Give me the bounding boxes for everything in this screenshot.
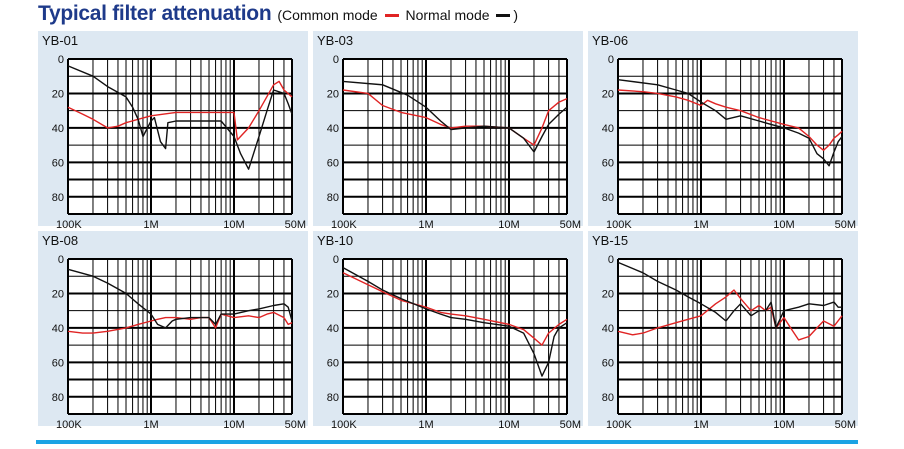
y-tick-label: 20 — [52, 288, 64, 300]
chart-grid: YB-01 0 20 40 60 80 100K 1M 10M 50M YB-03 0 20 40 60 80… — [0, 0, 904, 449]
y-tick-label: 0 — [58, 54, 64, 66]
y-tick-label: 40 — [327, 123, 339, 135]
x-tick-label: 100K — [56, 419, 82, 431]
x-tick-label: 100K — [331, 419, 357, 431]
y-tick-label: 80 — [52, 192, 64, 204]
y-tick-label: 40 — [327, 323, 339, 335]
x-tick-label: 50M — [560, 219, 581, 231]
x-tick-label: 100K — [331, 219, 357, 231]
panel-title: YB-10 — [317, 233, 353, 248]
x-tick-label: 1M — [418, 219, 433, 231]
y-tick-label: 60 — [602, 157, 614, 169]
x-tick-label: 10M — [498, 219, 519, 231]
panel-title: YB-15 — [592, 233, 628, 248]
chart-panel-yb-10: YB-10 0 20 40 60 80 100K 1M 10M 50M — [313, 231, 583, 431]
chart-panel-yb-03: YB-03 0 20 40 60 80 100K 1M 10M 50M — [313, 31, 583, 231]
y-tick-label: 60 — [52, 157, 64, 169]
x-tick-label: 1M — [693, 219, 708, 231]
y-tick-label: 0 — [333, 254, 339, 266]
y-tick-label: 20 — [602, 288, 614, 300]
x-tick-label: 10M — [223, 419, 244, 431]
y-tick-label: 20 — [327, 88, 339, 100]
x-tick-label: 1M — [143, 219, 158, 231]
x-tick-label: 50M — [560, 419, 581, 431]
chart-panel-yb-01: YB-01 0 20 40 60 80 100K 1M 10M 50M — [38, 31, 308, 231]
y-tick-label: 80 — [327, 192, 339, 204]
bottom-rule — [36, 440, 858, 444]
y-tick-label: 0 — [333, 54, 339, 66]
x-tick-label: 50M — [835, 419, 856, 431]
y-tick-label: 20 — [602, 88, 614, 100]
panel-title: YB-01 — [42, 33, 78, 48]
y-tick-label: 80 — [52, 392, 64, 404]
y-tick-label: 0 — [608, 254, 614, 266]
y-tick-label: 60 — [52, 357, 64, 369]
y-tick-label: 60 — [327, 357, 339, 369]
x-tick-label: 10M — [498, 419, 519, 431]
y-tick-label: 20 — [52, 88, 64, 100]
y-tick-label: 80 — [602, 392, 614, 404]
y-tick-label: 40 — [52, 123, 64, 135]
x-tick-label: 100K — [606, 219, 632, 231]
y-tick-label: 0 — [608, 54, 614, 66]
y-tick-label: 20 — [327, 288, 339, 300]
y-tick-label: 80 — [327, 392, 339, 404]
x-tick-label: 50M — [835, 219, 856, 231]
y-tick-label: 40 — [602, 323, 614, 335]
panel-title: YB-06 — [592, 33, 628, 48]
plot-area — [343, 59, 567, 214]
chart-panel-yb-08: YB-08 0 20 40 60 80 100K 1M 10M 50M — [38, 231, 308, 431]
y-tick-label: 60 — [602, 357, 614, 369]
x-tick-label: 100K — [56, 219, 82, 231]
x-tick-label: 10M — [773, 419, 794, 431]
x-tick-label: 10M — [223, 219, 244, 231]
plot-area — [68, 259, 292, 414]
plot-area — [343, 259, 567, 414]
panel-title: YB-08 — [42, 233, 78, 248]
x-tick-label: 100K — [606, 419, 632, 431]
chart-panel-yb-15: YB-15 0 20 40 60 80 100K 1M 10M 50M — [588, 231, 858, 431]
y-tick-label: 40 — [602, 123, 614, 135]
y-tick-label: 0 — [58, 254, 64, 266]
panel-title: YB-03 — [317, 33, 353, 48]
x-tick-label: 50M — [285, 419, 306, 431]
x-tick-label: 1M — [143, 419, 158, 431]
x-tick-label: 10M — [773, 219, 794, 231]
y-tick-label: 80 — [602, 192, 614, 204]
y-tick-label: 60 — [327, 157, 339, 169]
chart-panel-yb-06: YB-06 0 20 40 60 80 100K 1M 10M 50M — [588, 31, 858, 231]
x-tick-label: 1M — [693, 419, 708, 431]
x-tick-label: 50M — [285, 219, 306, 231]
x-tick-label: 1M — [418, 419, 433, 431]
y-tick-label: 40 — [52, 323, 64, 335]
